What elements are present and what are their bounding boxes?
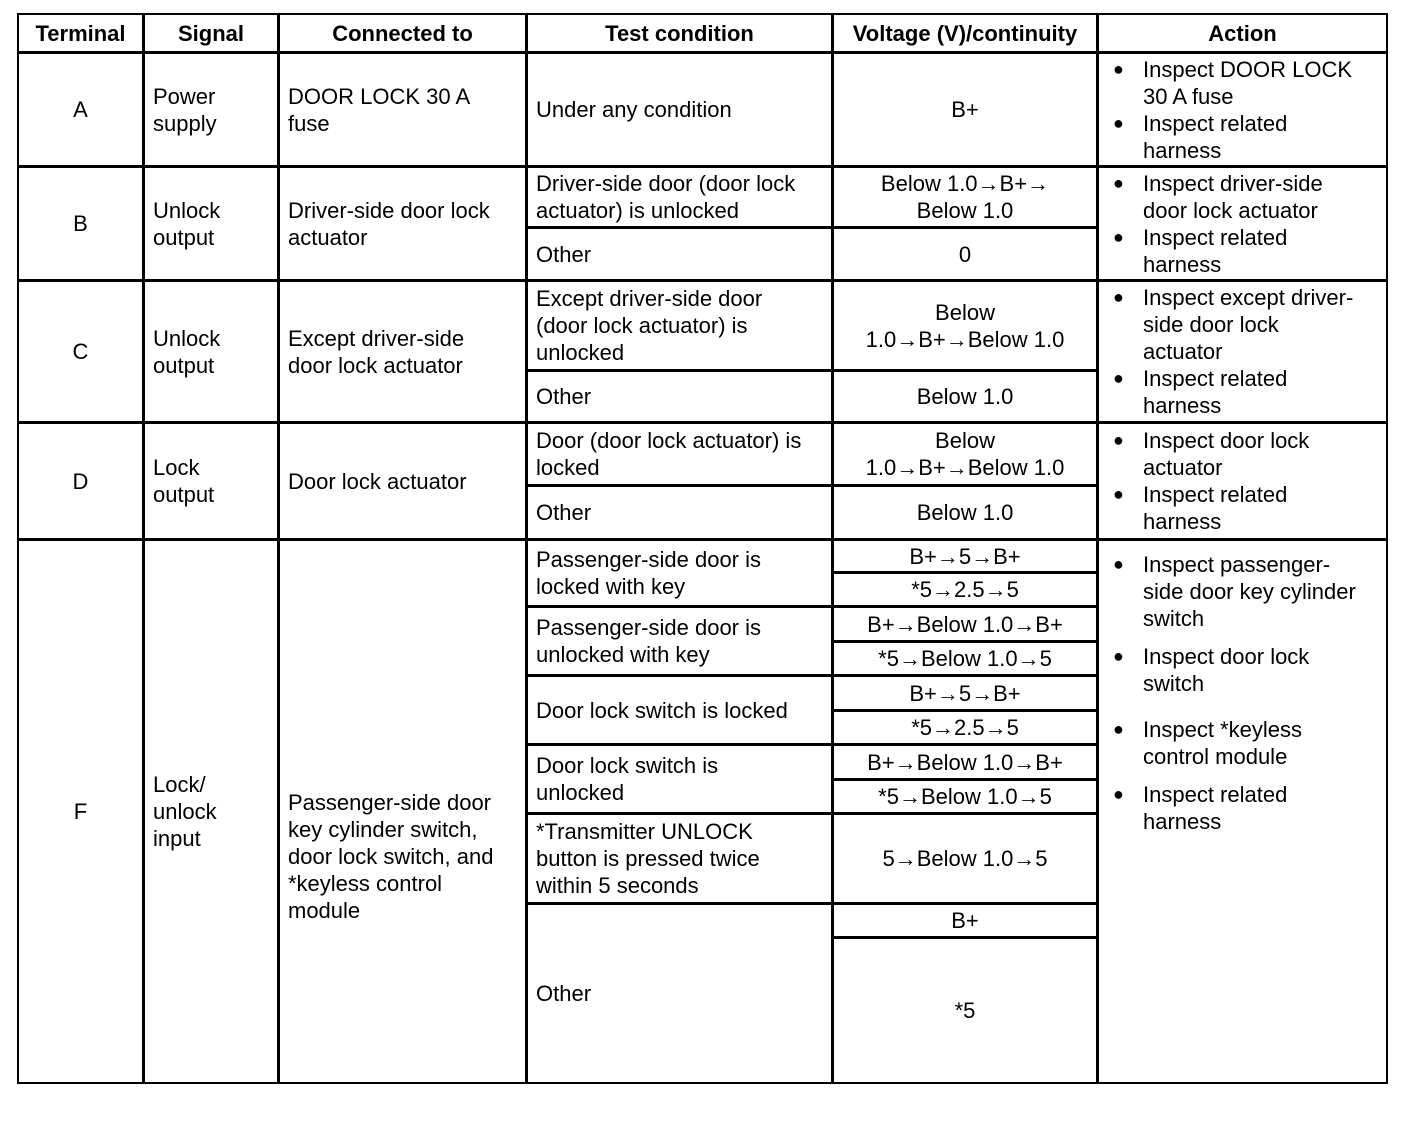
- voltage-cell: Below 1.0→B+→Below 1.0: [832, 422, 1098, 486]
- action-item: ● Inspect passenger- side door key cylind…: [1113, 552, 1356, 631]
- action-cell: ● Inspect door lock actuator ● Inspect rel…: [1097, 422, 1388, 540]
- voltage-cell: B+: [832, 903, 1098, 938]
- action-item: ● Inspect related harness: [1113, 224, 1288, 277]
- bullet-icon: ●: [1113, 554, 1124, 574]
- action-item: ● Inspect except driver- side door lock a…: [1113, 285, 1354, 364]
- bullet-icon: ●: [1113, 226, 1124, 247]
- condition-cell: Other: [526, 227, 833, 281]
- terminal-cell: F: [17, 539, 144, 1084]
- bullet-icon: ●: [1113, 58, 1124, 79]
- condition-cell: Other: [526, 485, 833, 540]
- signal-cell: Lock/ unlock input: [143, 539, 279, 1084]
- bullet-icon: ●: [1113, 646, 1124, 666]
- terminal-cell: B: [17, 166, 144, 281]
- bullet-icon: ●: [1113, 368, 1124, 388]
- action-cell: ● Inspect passenger- side door key cylind…: [1097, 539, 1388, 1084]
- condition-cell: Other: [526, 903, 833, 1084]
- action-item: ● Inspect related harness: [1113, 482, 1288, 534]
- voltage-cell: Below 1.0: [832, 485, 1098, 540]
- terminal-cell: A: [17, 52, 144, 167]
- condition-cell: Door lock switch is locked: [526, 675, 833, 745]
- condition-cell: Door lock switch is unlocked: [526, 744, 833, 814]
- voltage-cell: 0: [832, 227, 1098, 281]
- condition-cell: Other: [526, 370, 833, 423]
- header-action: Action: [1097, 13, 1388, 53]
- action-item: ● Inspect *keyless control module: [1113, 717, 1302, 769]
- bullet-icon: ●: [1113, 719, 1124, 739]
- bullet-icon: ●: [1113, 112, 1124, 133]
- voltage-cell: Below 1.0→B+→ Below 1.0: [832, 166, 1098, 228]
- action-cell: ● Inspect DOOR LOCK 30 A fuse ● Inspect re…: [1097, 52, 1388, 167]
- condition-cell: Except driver-side door (door lock actua…: [526, 280, 833, 371]
- voltage-cell: 5→Below 1.0→5: [832, 813, 1098, 904]
- signal-cell: Unlock output: [143, 280, 279, 423]
- action-item: ● Inspect DOOR LOCK 30 A fuse: [1113, 56, 1353, 109]
- header-voltage: Voltage (V)/continuity: [832, 13, 1098, 53]
- condition-cell: Under any condition: [526, 52, 833, 167]
- bullet-icon: ●: [1113, 430, 1124, 450]
- connected-cell: Door lock actuator: [278, 422, 527, 540]
- voltage-cell: B+→5→B+: [832, 539, 1098, 573]
- header-test-condition: Test condition: [526, 13, 833, 53]
- voltage-cell: *5→2.5→5: [832, 710, 1098, 745]
- condition-cell: Driver-side door (door lock actuator) is…: [526, 166, 833, 228]
- condition-cell: Passenger-side door is unlocked with key: [526, 606, 833, 676]
- voltage-cell: B+→Below 1.0→B+: [832, 744, 1098, 780]
- voltage-cell: *5→2.5→5: [832, 572, 1098, 607]
- signal-cell: Power supply: [143, 52, 279, 167]
- terminal-cell: C: [17, 280, 144, 423]
- action-item: ● Inspect driver-side door lock actuator: [1113, 170, 1323, 223]
- voltage-cell: *5→Below 1.0→5: [832, 641, 1098, 676]
- voltage-cell: *5: [832, 937, 1098, 1084]
- voltage-cell: B+→5→B+: [832, 675, 1098, 711]
- condition-cell: Door (door lock actuator) is locked: [526, 422, 833, 486]
- condition-cell: Passenger-side door is locked with key: [526, 539, 833, 607]
- connected-cell: Passenger-side door key cylinder switch,…: [278, 539, 527, 1084]
- action-cell: ● Inspect except driver- side door lock a…: [1097, 280, 1388, 423]
- voltage-cell: Below 1.0→B+→Below 1.0: [832, 280, 1098, 371]
- connected-cell: Driver-side door lock actuator: [278, 166, 527, 281]
- voltage-cell: B+→Below 1.0→B+: [832, 606, 1098, 642]
- connected-cell: Except driver-side door lock actuator: [278, 280, 527, 423]
- signal-cell: Unlock output: [143, 166, 279, 281]
- action-item: ● Inspect door lock switch: [1113, 644, 1310, 696]
- action-item: ● Inspect related harness: [1113, 110, 1288, 163]
- action-item: ● Inspect door lock actuator: [1113, 428, 1310, 480]
- bullet-icon: ●: [1113, 287, 1124, 307]
- header-signal: Signal: [143, 13, 279, 53]
- voltage-cell: *5→Below 1.0→5: [832, 779, 1098, 814]
- header-connected-to: Connected to: [278, 13, 527, 53]
- action-item: ● Inspect related harness: [1113, 366, 1288, 418]
- bullet-icon: ●: [1113, 172, 1124, 193]
- voltage-cell: B+: [832, 52, 1098, 167]
- signal-cell: Lock output: [143, 422, 279, 540]
- terminal-cell: D: [17, 422, 144, 540]
- action-item: ● Inspect related harness: [1113, 782, 1288, 834]
- voltage-cell: Below 1.0: [832, 370, 1098, 423]
- condition-cell: *Transmitter UNLOCK button is pressed tw…: [526, 813, 833, 904]
- bullet-icon: ●: [1113, 784, 1124, 804]
- action-cell: ● Inspect driver-side door lock actuator …: [1097, 166, 1388, 281]
- header-terminal: Terminal: [17, 13, 144, 53]
- connected-cell: DOOR LOCK 30 A fuse: [278, 52, 527, 167]
- bullet-icon: ●: [1113, 484, 1124, 504]
